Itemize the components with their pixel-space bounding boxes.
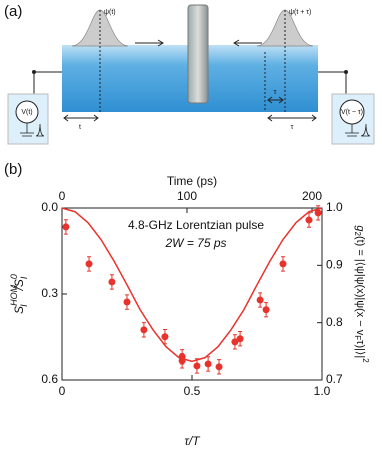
x-tick-label: 0 xyxy=(59,384,66,398)
y-tick-label: 0.0 xyxy=(41,200,58,214)
x2-tick-label: 0 xyxy=(59,189,66,203)
data-point xyxy=(161,333,169,341)
x2-tick-label: 100 xyxy=(177,189,197,203)
data-point xyxy=(215,363,223,371)
data-point xyxy=(262,306,270,314)
data-point xyxy=(204,360,212,368)
x-axis-title: τ/T xyxy=(184,434,201,448)
source-label: V(t − τ) xyxy=(341,109,363,116)
data-point xyxy=(314,209,322,217)
psi-right: ψ(t + τ) xyxy=(289,9,311,16)
x-tick-label: 1.0 xyxy=(314,384,331,398)
arrow xyxy=(233,39,262,47)
plot-frame xyxy=(61,207,323,381)
arrow xyxy=(135,39,164,47)
arrow xyxy=(267,96,284,104)
data-point xyxy=(305,216,313,224)
y2-tick-label: 1.0 xyxy=(326,200,343,214)
data-point xyxy=(256,296,264,304)
data-point xyxy=(231,338,239,346)
y-tick-label: 0.3 xyxy=(41,286,58,300)
node xyxy=(32,70,36,74)
arrow xyxy=(63,114,99,122)
node xyxy=(344,70,348,74)
y2-tick-label: 0.9 xyxy=(326,258,343,272)
data-point xyxy=(193,362,201,370)
x2-axis-title: Time (ps) xyxy=(167,174,217,188)
x-tick-label: 0.5 xyxy=(184,384,201,398)
data-point xyxy=(62,223,70,231)
panel-label: (b) xyxy=(4,161,22,178)
dist-label: t xyxy=(79,124,81,131)
x2-tick-label: 200 xyxy=(302,189,322,203)
data-point xyxy=(236,335,244,343)
data-point xyxy=(85,260,93,268)
marker-label: τ xyxy=(274,89,277,96)
data-point xyxy=(108,278,116,286)
y2-axis-title: g2(t) = |⟨ψ|ψ(x)|ψ(x − vFτ)|⟩|2 xyxy=(353,225,370,363)
source-label: V(t) xyxy=(21,109,32,116)
data-point xyxy=(178,357,186,365)
ground xyxy=(345,123,371,137)
panel-label: (a) xyxy=(4,3,22,20)
annotation: 2W = 75 ps xyxy=(164,236,226,250)
y-tick-label: 0.6 xyxy=(41,372,58,386)
data-point xyxy=(123,298,131,306)
y-axis-title: SHOMI/S0I xyxy=(9,274,29,314)
data-point xyxy=(279,260,287,268)
y2-tick-label: 0.7 xyxy=(326,372,343,386)
ground xyxy=(20,123,45,137)
data-point xyxy=(140,326,148,334)
psi-left: ψ(t) xyxy=(104,9,116,16)
barrier xyxy=(187,4,209,104)
arrow xyxy=(267,114,317,122)
fit-curve xyxy=(61,207,323,363)
y2-tick-label: 0.8 xyxy=(326,315,343,329)
annotation: 4.8-GHz Lorentzian pulse xyxy=(128,218,264,232)
dist-label: τ xyxy=(291,124,294,131)
